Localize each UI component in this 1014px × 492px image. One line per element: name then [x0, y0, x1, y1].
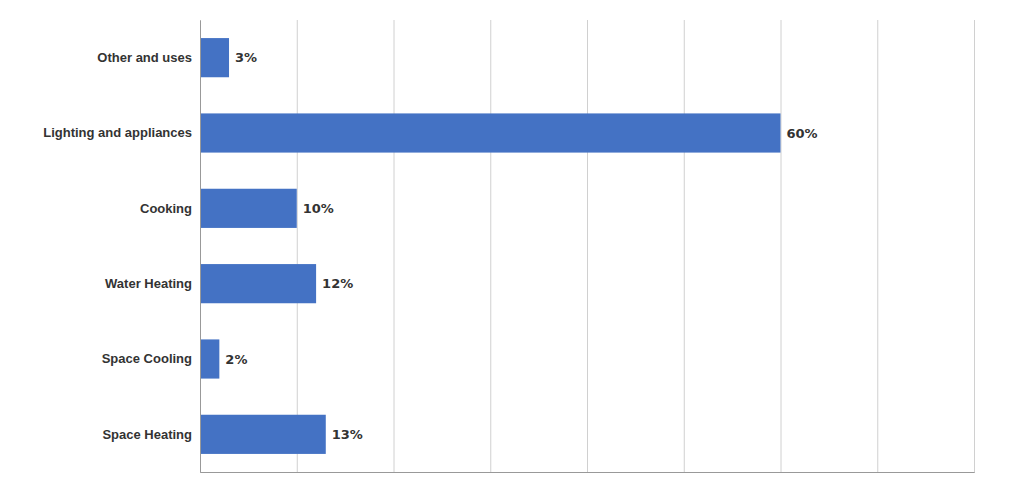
y-tick: Space Heating: [102, 426, 192, 441]
y-tick-label: Space Cooling: [102, 351, 192, 366]
x-tick: [877, 20, 878, 472]
grid-line: [200, 20, 201, 472]
x-tick: [297, 20, 298, 472]
x-tick: [684, 20, 685, 472]
y-axis: Space Heating Space Cooling Water Heating C…: [43, 21, 200, 473]
grid-line: [297, 20, 298, 472]
y-tick: Cooking: [140, 200, 192, 215]
y-tick: Lighting and appliances: [43, 125, 192, 140]
y-tick: Other and uses: [97, 50, 192, 65]
bar: [200, 189, 297, 228]
bar: [200, 113, 781, 152]
data-label: 10%: [303, 201, 334, 216]
x-axis-line: [201, 20, 975, 473]
y-tick: Space Cooling: [102, 351, 192, 366]
bar: [200, 264, 316, 303]
x-tick: [490, 20, 491, 472]
grid-line: [877, 20, 878, 472]
y-tick-label: Other and uses: [97, 50, 192, 65]
y-tick: Water Heating: [105, 276, 192, 291]
grid-line: [974, 20, 975, 472]
y-tick-label: Cooking: [140, 200, 192, 215]
data-label: 2%: [225, 352, 247, 367]
plot-area: Space Heating Space Cooling Water Heating C…: [43, 20, 974, 473]
bar: [200, 339, 219, 378]
y-tick-label: Space Heating: [102, 426, 192, 441]
bar: [200, 38, 229, 77]
x-axis: [201, 20, 975, 473]
x-tick: [974, 20, 975, 472]
grid-line: [684, 20, 685, 472]
data-label: 12%: [322, 276, 353, 291]
y-tick-label: Lighting and appliances: [43, 125, 192, 140]
grid-line: [781, 20, 782, 472]
x-tick: [394, 20, 395, 472]
data-label: 60%: [787, 126, 818, 141]
grid-line: [587, 20, 588, 472]
y-axis-line: [200, 21, 201, 473]
chart-container: Space Heating Space Cooling Water Heating C…: [0, 0, 1014, 492]
grid-line: [394, 20, 395, 472]
data-label: 3%: [235, 50, 257, 65]
x-tick: [200, 20, 201, 472]
bars: [200, 38, 781, 454]
y-tick-label: Water Heating: [105, 276, 192, 291]
data-labels: 13% 2% 12% 10% 60% 3%: [225, 50, 817, 442]
x-tick: [781, 20, 782, 472]
x-tick: [587, 20, 588, 472]
grid-line: [490, 20, 491, 472]
chart-svg: Space Heating Space Cooling Water Heating C…: [0, 0, 1014, 492]
data-label: 13%: [332, 427, 363, 442]
bar: [200, 415, 326, 454]
